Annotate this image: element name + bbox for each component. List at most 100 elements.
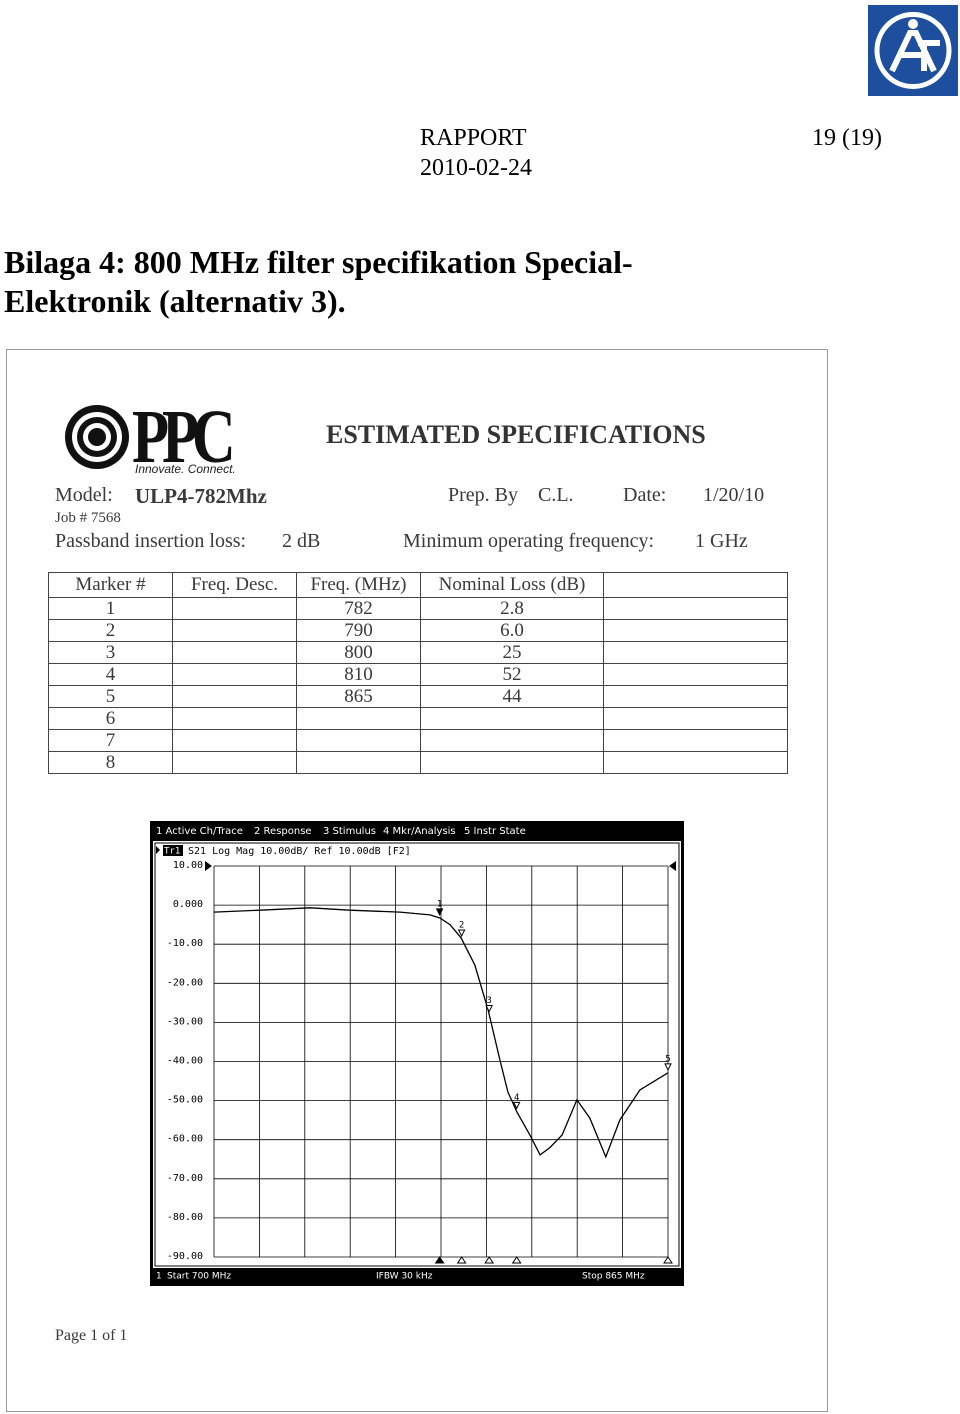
table-row: 3 800 25 [48,641,788,664]
freq-cell: 865 [296,685,421,708]
table-row: 2 790 6.0 [48,619,788,642]
report-date: 2010-02-24 [420,155,532,181]
loss-cell: 6.0 [420,619,604,642]
blank-cell [603,729,788,752]
prep: C.L. [538,484,574,506]
y-tick-label: -80.00 [167,1212,203,1223]
marker-cell: 3 [48,641,173,664]
desc-cell [172,641,297,664]
marker-axis [434,1256,445,1264]
y-tick-label: -40.00 [167,1056,203,1067]
freq-cell [296,707,421,730]
model: ULP4-782Mhz [135,484,267,508]
sheet-date: 1/20/10 [703,484,765,506]
table-row: 8 [48,751,788,774]
desc-cell [172,619,297,642]
blank-cell [603,685,788,708]
analyzer-chart: 1 Active Ch/Trace 2 Response 3 Stimulus 4 M… [150,821,684,1286]
marker-axis [511,1256,522,1264]
marker-cell: 2 [48,619,173,642]
marker-label: 2 [459,921,464,931]
y-tick-label: -10.00 [167,938,203,949]
blank-cell [603,663,788,686]
loss-cell: 25 [420,641,604,664]
desc-cell [172,729,297,752]
loss-cell: 44 [420,685,604,708]
marker-label: 3 [486,996,491,1006]
minfreq: 1 GHz [695,530,748,552]
y-tick-label: -30.00 [167,1016,203,1027]
marker-axis [456,1256,467,1264]
page-title: Bilaga 4: 800 MHz filter specifikation S… [4,244,633,319]
trace-tag-bg [163,845,183,856]
model-label: Model: [55,484,113,506]
y-tick-label: -90.00 [167,1251,203,1262]
stop-label: Stop 865 MHz [582,1272,645,1282]
y-tick-label: -60.00 [167,1134,203,1145]
marker-cell: 1 [48,597,173,620]
freq-cell: 810 [296,663,421,686]
report-label: RAPPORT [420,125,527,151]
date-label: Date: [623,484,667,506]
marker [457,929,466,938]
column-header: Freq. Desc. [172,572,297,598]
desc-cell [172,751,297,774]
loss-cell [420,729,604,752]
marker-cell: 6 [48,707,173,730]
loss-cell [420,707,604,730]
loss-cell: 52 [420,663,604,686]
marker [664,1063,672,1071]
blank-cell [603,641,788,664]
ppc-logo-text: PPC [132,395,236,479]
table-row: 4 810 52 [48,663,788,686]
marker-axis [484,1256,495,1264]
desc-cell [172,707,297,730]
channel-label: 1 [156,1272,161,1282]
table-row: 7 [48,729,788,752]
y-tick-label: 0.000 [173,899,203,910]
table-row: 6 [48,707,788,730]
freq-cell [296,751,421,774]
desc-cell [172,685,297,708]
start-label: Start 700 MHz [167,1272,231,1282]
freq-cell: 790 [296,619,421,642]
ifbw-label: IFBW 30 kHz [376,1272,433,1282]
marker [485,1005,493,1013]
marker-label: 5 [665,1054,670,1064]
ppc-tagline: Innovate. Connect. [135,462,236,476]
job-number: Job # 7568 [55,510,121,526]
freq-cell [296,729,421,752]
marker-axis [663,1256,673,1264]
desc-cell [172,597,297,620]
spec-heading: ESTIMATED SPECIFICATIONS [326,420,706,449]
ppc-logo-mark [65,405,129,469]
minfreq-label: Minimum operating frequency: [403,530,655,552]
prep-label: Prep. By [448,484,518,506]
insertion-loss: 2 dB [282,530,321,552]
menu-item: 1 Active Ch/Trace [156,826,243,837]
loss-cell [420,751,604,774]
y-tick-label: -50.00 [167,1095,203,1106]
column-header-blank [603,572,788,598]
desc-cell [172,663,297,686]
table-row: 5 865 44 [48,685,788,708]
menu-item: 5 Instr State [464,826,526,837]
blank-cell [603,597,788,620]
blank-cell [603,751,788,774]
menu-item: 2 Response [254,826,312,837]
marker [435,908,444,917]
insertion-label: Passband insertion loss: [55,530,247,552]
freq-cell: 782 [296,597,421,620]
trace-info: S21 Log Mag 10.00dB/ Ref 10.00dB [F2] [188,846,411,857]
marker [512,1101,521,1110]
freq-cell: 800 [296,641,421,664]
menu-item: 3 Stimulus [323,826,376,837]
marker-table: Marker # Freq. Desc. Freq. (MHz) Nominal Lo… [48,572,788,774]
loss-cell: 2.8 [420,597,604,620]
y-tick-label: -70.00 [167,1173,203,1184]
trace-tag: Tr1 [164,847,180,857]
marker-cell: 5 [48,685,173,708]
sheet-footer: Page 1 of 1 [55,1327,128,1344]
table-row: 1 782 2.8 [48,597,788,620]
